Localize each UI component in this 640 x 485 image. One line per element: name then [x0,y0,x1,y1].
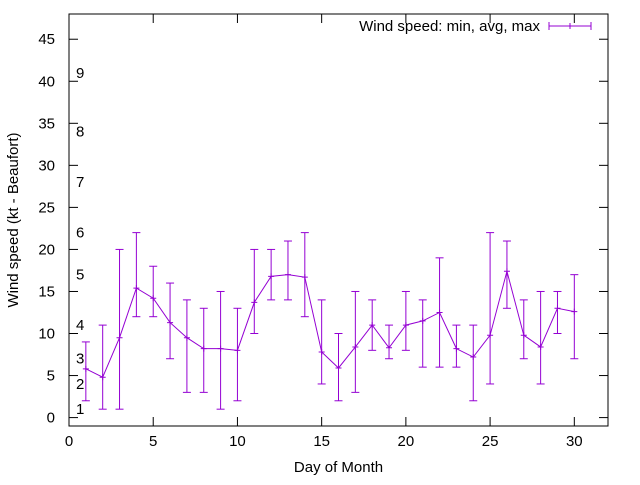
average-line [82,268,578,381]
data-point [386,344,393,351]
y-tick-label: 20 [38,241,55,258]
data-point [99,374,106,381]
data-point [419,317,426,324]
x-axis-label: Day of Month [294,459,383,476]
y-tick-label: 35 [38,115,55,132]
data-point [82,365,89,372]
data-point [537,343,544,350]
y-tick-label: 5 [47,368,55,385]
y-tick-label: 45 [38,31,55,48]
data-point [554,305,561,312]
x-tick-label: 0 [65,433,73,450]
data-point [301,274,308,281]
data-point [470,354,477,361]
plot-border [68,13,609,427]
data-point [503,268,510,275]
y-tick-label: 30 [38,157,55,174]
data-point [167,319,174,326]
x-tick-label: 30 [566,433,583,450]
data-point [335,364,342,371]
average-series-line [85,269,575,378]
plot-frame [68,13,609,427]
y-tick-label: 25 [38,199,55,216]
data-point [284,271,291,278]
x-tick-label: 15 [313,433,330,450]
beaufort-label: 8 [76,124,84,141]
beaufort-label: 6 [76,225,84,242]
x-tick-label: 25 [482,433,499,450]
beaufort-label: 2 [76,376,84,393]
x-tick-label: 20 [398,433,415,450]
data-point [200,345,207,352]
data-point [183,334,190,341]
y-tick-label: 15 [38,283,55,300]
beaufort-label: 4 [76,317,84,334]
data-point [133,285,140,292]
beaufort-label: 5 [76,267,84,284]
data-point [150,295,157,302]
data-point [571,308,578,315]
data-point [369,322,376,329]
data-point [116,334,123,341]
data-point [268,273,275,280]
legend-label: Wind speed: min, avg, max [359,18,540,35]
y-tick-label: 0 [47,410,55,427]
beaufort-label: 3 [76,351,84,368]
y-axis-label: Wind speed (kt - Beaufort) [5,132,22,307]
data-point [234,347,241,354]
beaufort-label: 7 [76,174,84,191]
beaufort-label: 9 [76,65,84,82]
beaufort-label: 1 [76,401,84,418]
x-tick-label: 5 [149,433,157,450]
data-point [520,332,527,339]
data-point [318,349,325,356]
data-point [436,309,443,316]
y-tick-label: 40 [38,73,55,90]
data-point [453,345,460,352]
data-point [402,322,409,329]
data-point [352,343,359,350]
data-point [487,332,494,339]
y-tick-label: 10 [38,326,55,343]
x-tick-label: 10 [229,433,246,450]
data-point [251,299,258,306]
error-bars [81,232,579,410]
legend: Wind speed: min, avg, max [359,18,592,35]
x-axis-ticks: 0 5 10 15 20 25 30 [65,14,583,450]
data-point [217,345,224,352]
beaufort-scale-labels: 1 2 3 4 5 6 7 8 9 [76,65,84,418]
